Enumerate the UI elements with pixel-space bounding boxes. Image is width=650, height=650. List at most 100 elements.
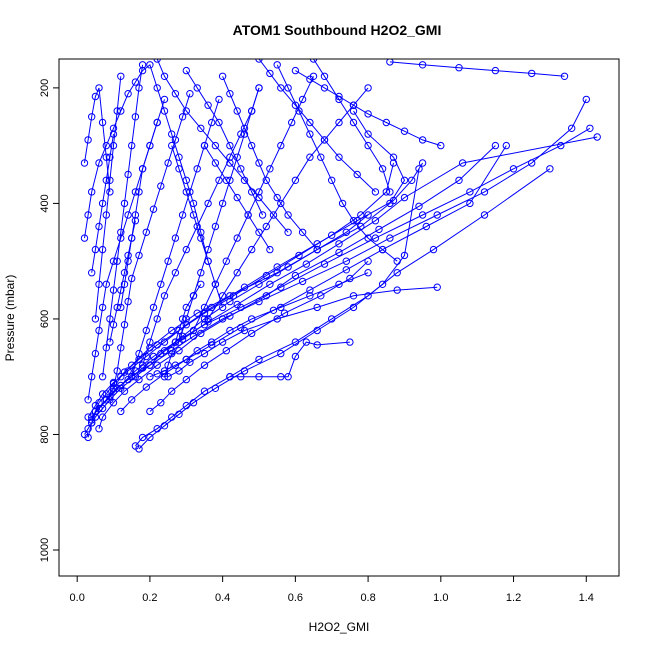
series-29 <box>309 59 394 196</box>
data-point <box>109 124 118 133</box>
data-point <box>560 72 569 81</box>
x-tick-label: 1.4 <box>579 592 594 604</box>
data-point <box>218 303 227 312</box>
data-point <box>95 399 103 407</box>
data-point <box>378 280 387 288</box>
series-34 <box>291 66 445 150</box>
series-line <box>171 145 224 308</box>
data-point <box>371 217 380 225</box>
data-point <box>109 384 118 392</box>
series-line <box>164 284 202 377</box>
data-point <box>593 133 601 141</box>
series-line <box>229 341 350 378</box>
data-point <box>91 245 100 254</box>
data-point <box>320 72 329 81</box>
data-point <box>382 118 390 127</box>
series-23 <box>204 84 372 323</box>
data-point <box>131 217 140 225</box>
data-point <box>124 297 132 306</box>
data-point <box>389 153 398 161</box>
data-point <box>371 234 380 242</box>
series-line <box>102 64 144 377</box>
series-line <box>84 63 209 262</box>
data-point <box>211 159 220 167</box>
data-point <box>248 141 256 150</box>
series-line <box>87 162 424 418</box>
data-point <box>98 245 107 254</box>
data-point <box>160 292 169 300</box>
series-31 <box>182 66 267 219</box>
data-point <box>418 211 427 219</box>
data-point <box>153 59 161 63</box>
data-point <box>182 107 191 115</box>
data-point <box>378 245 387 254</box>
data-point <box>193 309 201 317</box>
data-point <box>211 222 220 231</box>
data-point <box>98 373 107 381</box>
data-point <box>226 326 234 335</box>
data-point <box>273 61 281 69</box>
data-point <box>135 188 143 196</box>
data-point <box>146 407 154 416</box>
data-point <box>335 153 343 161</box>
data-point <box>502 141 510 150</box>
data-point <box>153 315 161 323</box>
data-point <box>349 292 358 300</box>
data-point <box>255 373 263 381</box>
data-point <box>120 269 129 277</box>
data-point <box>364 141 372 150</box>
data-point <box>222 347 231 355</box>
data-point <box>146 338 154 346</box>
x-axis: 0.0 0.2 0.4 0.6 0.8 1.0 1.2 1.4 <box>70 576 594 604</box>
data-point <box>95 159 103 167</box>
data-point <box>284 84 292 92</box>
data-point <box>375 225 383 234</box>
data-point <box>255 159 263 167</box>
data-point <box>386 234 394 242</box>
data-point <box>349 107 358 115</box>
series-line <box>313 59 391 193</box>
data-point <box>113 107 121 115</box>
data-point <box>458 159 467 167</box>
data-point <box>95 280 103 288</box>
series-3 <box>95 141 500 433</box>
data-point <box>226 373 234 381</box>
data-point <box>491 141 500 150</box>
plot-frame <box>58 58 620 577</box>
data-point <box>266 165 274 173</box>
series-7 <box>117 141 510 416</box>
data-point <box>197 280 205 288</box>
series-line <box>207 87 369 320</box>
data-point <box>298 228 307 237</box>
data-point <box>335 248 343 257</box>
data-point <box>335 92 343 101</box>
data-point <box>317 292 325 300</box>
data-point <box>291 101 300 109</box>
data-point <box>295 107 303 115</box>
data-point <box>142 228 151 237</box>
data-point <box>88 113 96 121</box>
x-axis-label: H2O2_GMI <box>309 620 370 634</box>
data-point <box>138 361 147 369</box>
data-point <box>218 338 227 346</box>
data-point <box>208 338 216 346</box>
plot-area <box>80 59 601 453</box>
data-point <box>200 303 209 312</box>
data-point <box>182 375 191 384</box>
series-line <box>87 110 406 438</box>
series-line <box>91 134 114 273</box>
data-point <box>197 269 205 277</box>
data-point <box>248 329 256 338</box>
data-point <box>218 199 227 208</box>
data-point <box>106 153 114 161</box>
series-line <box>149 272 369 378</box>
data-point <box>349 101 358 109</box>
data-point <box>349 118 358 127</box>
data-point <box>226 312 234 320</box>
data-point <box>313 326 321 335</box>
data-point <box>102 176 111 185</box>
data-point <box>255 188 263 196</box>
data-point <box>91 349 100 358</box>
data-point <box>240 326 249 335</box>
data-point <box>262 222 270 231</box>
